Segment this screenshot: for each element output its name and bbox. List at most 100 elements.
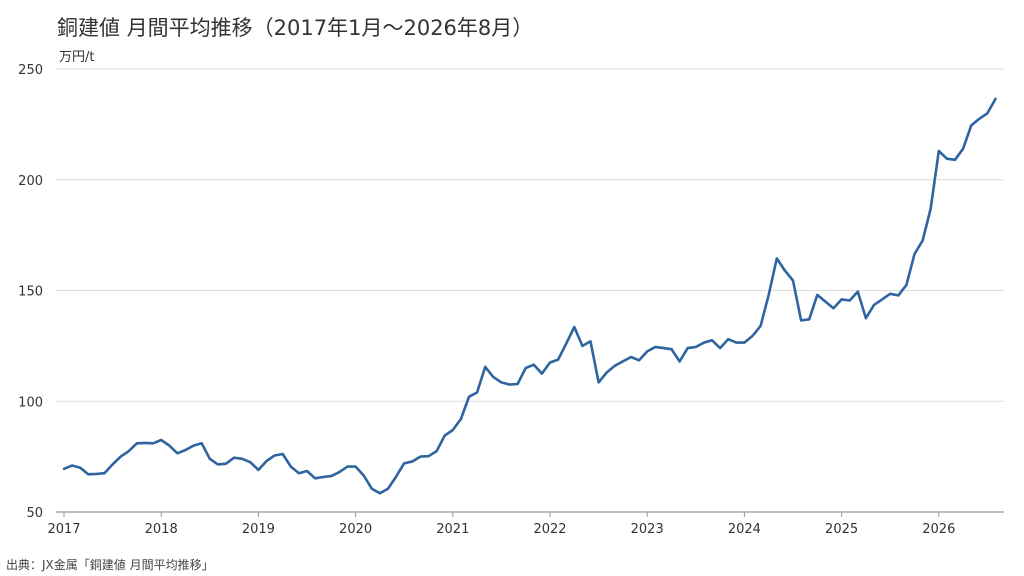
data-point <box>86 472 91 477</box>
data-point <box>280 452 285 457</box>
data-point <box>556 357 561 362</box>
data-point <box>499 380 504 385</box>
x-tick-label: 2022 <box>533 522 566 537</box>
data-point <box>434 449 439 454</box>
data-point <box>151 441 156 446</box>
data-point <box>548 360 553 365</box>
data-point <box>961 146 966 151</box>
x-tick-label: 2020 <box>339 522 372 537</box>
data-point <box>329 474 334 479</box>
data-point <box>637 358 642 363</box>
data-point <box>855 289 860 294</box>
data-point <box>985 111 990 116</box>
data-point <box>296 471 301 476</box>
data-point <box>377 491 382 496</box>
data-point <box>936 149 941 154</box>
data-point <box>256 467 261 472</box>
data-point <box>110 462 115 467</box>
data-point <box>880 297 885 302</box>
data-point <box>823 299 828 304</box>
data-point <box>305 469 310 474</box>
data-point <box>888 291 893 296</box>
data-point <box>394 474 399 479</box>
data-point <box>693 345 698 350</box>
data-point <box>904 283 909 288</box>
data-point <box>661 346 666 351</box>
x-tick-label: 2023 <box>631 522 664 537</box>
data-point <box>620 359 625 364</box>
data-point <box>191 443 196 448</box>
data-point <box>94 471 99 476</box>
data-point <box>418 454 423 459</box>
data-point <box>710 338 715 343</box>
data-point <box>669 347 674 352</box>
data-point <box>361 473 366 478</box>
data-point <box>183 448 188 453</box>
data-point <box>134 441 139 446</box>
data-point <box>175 451 180 456</box>
data-point <box>483 364 488 369</box>
data-point <box>734 340 739 345</box>
x-tick-label: 2026 <box>922 522 955 537</box>
data-point <box>653 345 658 350</box>
x-tick-label: 2019 <box>242 522 275 537</box>
data-point <box>920 238 925 243</box>
data-point <box>523 366 528 371</box>
y-tick-label: 100 <box>18 395 43 410</box>
y-axis-ticks: 50 100 150 200 250 <box>18 63 43 521</box>
data-point <box>872 302 877 307</box>
x-tick-label: 2024 <box>728 522 761 537</box>
data-point <box>224 461 229 466</box>
data-point <box>458 417 463 422</box>
gridlines <box>56 68 1004 513</box>
data-point <box>313 476 318 481</box>
data-point <box>726 337 731 342</box>
data-point <box>539 371 544 376</box>
data-point <box>993 96 998 101</box>
data-point <box>969 123 974 128</box>
y-tick-label: 250 <box>18 63 43 78</box>
data-point <box>863 316 868 321</box>
data-point <box>588 339 593 344</box>
x-tick-label: 2018 <box>145 522 178 537</box>
data-point <box>782 268 787 273</box>
y-axis-unit-label: 万円/t <box>59 50 95 65</box>
data-point <box>345 464 350 469</box>
data-point <box>912 252 917 257</box>
x-tick-label: 2025 <box>825 522 858 537</box>
data-point <box>450 428 455 433</box>
data-point <box>215 462 220 467</box>
y-tick-label: 50 <box>26 506 43 521</box>
data-point <box>159 438 164 443</box>
data-point <box>750 333 755 338</box>
data-point <box>766 292 771 297</box>
y-tick-label: 200 <box>18 174 43 189</box>
data-point <box>807 317 812 322</box>
data-point <box>896 293 901 298</box>
data-point <box>240 456 245 461</box>
data-point <box>143 440 148 445</box>
data-point <box>977 116 982 121</box>
data-point <box>248 460 253 465</box>
data-point <box>167 443 172 448</box>
data-point <box>78 465 83 470</box>
data-points <box>62 96 999 495</box>
data-point <box>758 323 763 328</box>
data-point <box>645 349 650 354</box>
data-point <box>831 306 836 311</box>
data-point <box>847 298 852 303</box>
x-tick-label: 2021 <box>436 522 469 537</box>
data-point <box>515 382 520 387</box>
data-point <box>207 456 212 461</box>
series-line <box>62 97 997 495</box>
x-tick-label: 2017 <box>47 522 80 537</box>
data-point <box>604 370 609 375</box>
data-point <box>386 486 391 491</box>
data-point <box>580 343 585 348</box>
data-point <box>102 471 107 476</box>
data-point <box>596 380 601 385</box>
chart-title: 銅建値 月間平均推移（2017年1月〜2026年8月） <box>57 16 534 40</box>
data-point <box>199 441 204 446</box>
data-point <box>70 463 75 468</box>
